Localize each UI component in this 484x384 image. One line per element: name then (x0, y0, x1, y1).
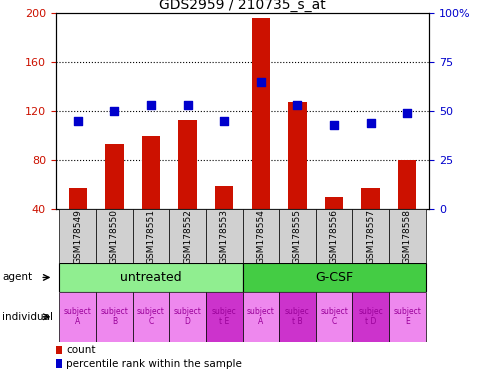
Text: percentile rank within the sample: percentile rank within the sample (66, 359, 242, 369)
Text: GSM178550: GSM178550 (110, 209, 119, 264)
Text: GSM178552: GSM178552 (182, 209, 192, 263)
Text: GSM178554: GSM178554 (256, 209, 265, 263)
Bar (56, 359, 61, 368)
Bar (133, 292, 169, 342)
Text: subjec
t B: subjec t B (285, 307, 309, 326)
Text: GSM178551: GSM178551 (146, 209, 155, 264)
Bar (242, 263, 424, 292)
Point (147, 103, 154, 109)
Text: subject
A: subject A (246, 307, 274, 326)
Point (110, 108, 118, 114)
Text: subject
E: subject E (393, 307, 420, 326)
Point (330, 122, 337, 128)
Bar (68, 189, 87, 209)
Point (293, 103, 301, 109)
Bar (388, 292, 424, 342)
Bar (60, 292, 96, 342)
Bar (214, 186, 233, 209)
Text: GSM178557: GSM178557 (365, 209, 374, 264)
Bar (178, 120, 197, 209)
Text: subjec
t D: subjec t D (358, 307, 382, 326)
Text: individual: individual (2, 312, 53, 322)
Bar (315, 209, 351, 263)
Bar (251, 18, 270, 209)
Bar (96, 292, 133, 342)
Bar (105, 144, 123, 209)
Bar (315, 292, 351, 342)
Text: GSM178558: GSM178558 (402, 209, 411, 264)
Text: GSM178553: GSM178553 (219, 209, 228, 264)
Bar (242, 292, 278, 342)
Point (403, 110, 410, 116)
Bar (242, 209, 278, 263)
Bar (397, 161, 416, 209)
Point (366, 120, 374, 126)
Title: GDS2959 / 210735_s_at: GDS2959 / 210735_s_at (159, 0, 325, 12)
Bar (96, 209, 133, 263)
Bar (169, 209, 206, 263)
Bar (324, 197, 343, 209)
Text: subject
A: subject A (64, 307, 91, 326)
Bar (361, 189, 379, 209)
Text: untreated: untreated (120, 271, 182, 284)
Bar (278, 209, 315, 263)
Text: subject
C: subject C (137, 307, 165, 326)
Bar (351, 209, 388, 263)
Text: subjec
t E: subjec t E (212, 307, 236, 326)
Bar (287, 101, 306, 209)
Point (74, 118, 81, 124)
Text: G-CSF: G-CSF (314, 271, 352, 284)
Bar (56, 346, 61, 354)
Bar (141, 136, 160, 209)
Bar (60, 209, 96, 263)
Text: subject
B: subject B (100, 307, 128, 326)
Bar (351, 292, 388, 342)
Bar (206, 209, 242, 263)
Text: subject
D: subject D (173, 307, 201, 326)
Text: count: count (66, 345, 96, 355)
Bar (60, 263, 242, 292)
Bar (388, 209, 424, 263)
Bar (206, 292, 242, 342)
Point (257, 79, 264, 85)
Text: agent: agent (2, 272, 32, 283)
Text: GSM178555: GSM178555 (292, 209, 302, 264)
Bar (169, 292, 206, 342)
Text: subject
C: subject C (319, 307, 347, 326)
Text: GSM178556: GSM178556 (329, 209, 338, 264)
Bar (133, 209, 169, 263)
Point (220, 118, 227, 124)
Point (183, 103, 191, 109)
Bar (278, 292, 315, 342)
Text: GSM178549: GSM178549 (73, 209, 82, 263)
